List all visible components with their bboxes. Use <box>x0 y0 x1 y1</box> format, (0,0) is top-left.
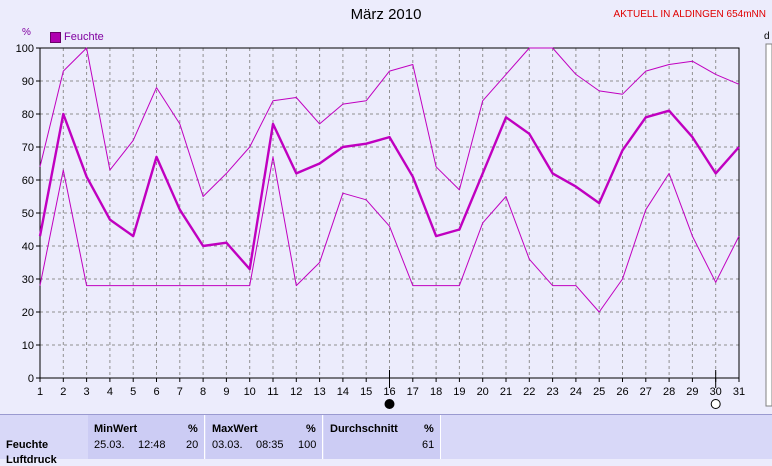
x-tick-label: 1 <box>37 386 43 398</box>
y-tick-label: 50 <box>22 208 34 220</box>
x-tick-label: 9 <box>223 386 229 398</box>
y-tick-label: 40 <box>22 241 34 253</box>
chart-title: März 2010 <box>350 6 422 23</box>
avg-value: 61 <box>422 439 435 451</box>
y-tick-label: 20 <box>22 307 34 319</box>
legend-label: Feuchte <box>64 31 104 43</box>
edge-label: d <box>764 31 770 42</box>
x-tick-label: 19 <box>453 386 465 398</box>
x-tick-label: 23 <box>546 386 558 398</box>
x-tick-label: 10 <box>244 386 256 398</box>
x-tick-label: 18 <box>430 386 442 398</box>
x-tick-label: 12 <box>290 386 302 398</box>
series-line-max <box>39 47 740 197</box>
right-panel-edge <box>765 43 772 407</box>
min-unit: % <box>188 423 198 435</box>
max-date: 03.03. <box>212 439 243 451</box>
legend: Feuchte <box>50 31 104 43</box>
new-moon-icon <box>384 399 395 409</box>
full-moon-icon <box>710 399 721 409</box>
x-tick-label: 31 <box>733 386 745 398</box>
max-time: 08:35 <box>256 439 284 451</box>
min-value: 20 <box>186 439 199 451</box>
x-tick-label: 14 <box>337 386 349 398</box>
min-header: MinWert <box>94 423 138 435</box>
x-tick-label: 20 <box>477 386 489 398</box>
stats-panel: Feuchte Luftdruck MinWert % 25.03. 12:48… <box>0 414 772 466</box>
avg-unit: % <box>424 423 434 435</box>
max-header: MaxWert <box>212 423 258 435</box>
x-tick-label: 7 <box>177 386 183 398</box>
y-tick-label: 80 <box>22 109 34 121</box>
legend-swatch <box>50 31 61 43</box>
x-tick-label: 21 <box>500 386 512 398</box>
x-tick-label: 16 <box>383 386 395 398</box>
x-tick-label: 6 <box>153 386 159 398</box>
x-tick-label: 5 <box>130 386 136 398</box>
x-tick-label: 26 <box>616 386 628 398</box>
max-cell: MaxWert % 03.03. 08:35 100 <box>206 415 323 459</box>
x-tick-label: 25 <box>593 386 605 398</box>
y-tick-label: 90 <box>22 76 34 88</box>
y-tick-label: 30 <box>22 274 34 286</box>
x-tick-label: 8 <box>200 386 206 398</box>
avg-cell: Durchschnitt % 61 <box>324 415 441 459</box>
stats-row-label: Feuchte <box>6 439 49 451</box>
station-location: AKTUELL IN ALDINGEN 654mNN <box>613 9 766 20</box>
x-tick-label: 17 <box>407 386 419 398</box>
min-time: 12:48 <box>138 439 166 451</box>
stats-row-label-2: Luftdruck <box>6 454 57 466</box>
min-date: 25.03. <box>94 439 125 451</box>
x-tick-label: 24 <box>570 386 582 398</box>
x-tick-label: 11 <box>267 386 278 398</box>
x-tick-label: 2 <box>60 386 66 398</box>
series-line-mean <box>38 109 740 271</box>
x-tick-label: 15 <box>360 386 372 398</box>
y-tick-label: 10 <box>22 340 34 352</box>
y-tick-label: 70 <box>22 142 34 154</box>
series-line-min <box>39 156 740 313</box>
x-tick-label: 28 <box>663 386 675 398</box>
x-tick-label: 3 <box>84 386 90 398</box>
y-tick-label: 100 <box>16 43 34 55</box>
x-tick-label: 27 <box>640 386 652 398</box>
min-cell: MinWert % 25.03. 12:48 20 <box>88 415 205 459</box>
x-tick-label: 29 <box>686 386 698 398</box>
x-tick-label: 13 <box>313 386 325 398</box>
y-tick-label: 60 <box>22 175 34 187</box>
x-tick-label: 30 <box>710 386 722 398</box>
avg-header: Durchschnitt <box>330 423 398 435</box>
max-value: 100 <box>298 439 317 451</box>
x-tick-label: 4 <box>107 386 113 398</box>
y-tick-label: 0 <box>28 373 34 385</box>
x-tick-label: 22 <box>523 386 535 398</box>
max-unit: % <box>306 423 316 435</box>
y-axis-unit: % <box>22 27 31 38</box>
